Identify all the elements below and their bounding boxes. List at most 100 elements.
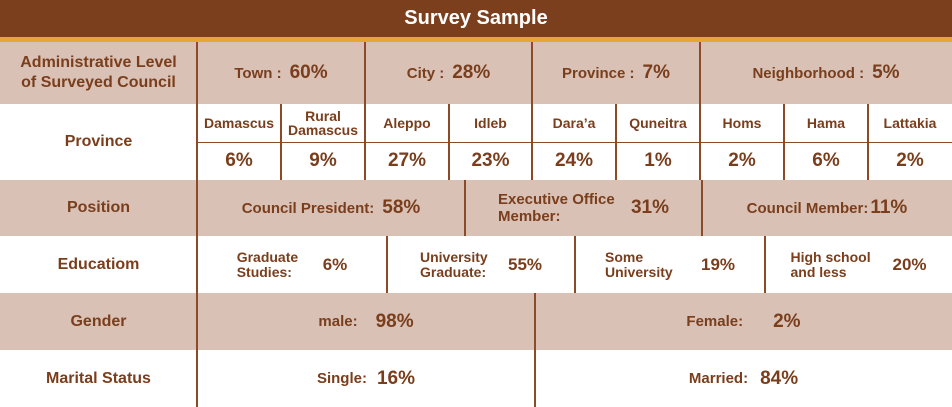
column-divider xyxy=(783,104,785,180)
province-lattakia-name: Lattakia xyxy=(883,115,937,131)
admin-neighborhood-label: Neighborhood : xyxy=(752,64,865,82)
position-council-president-pct: 58% xyxy=(382,197,421,218)
row-label-province: Province xyxy=(64,133,133,150)
province-daraa-pct: 24% xyxy=(554,150,594,171)
education-high-school-label: High school and less xyxy=(790,248,871,280)
province-idleb-name: Idleb xyxy=(474,115,507,131)
province-idleb-pct: 23% xyxy=(471,150,510,171)
row-label-marital-status: Marital Status xyxy=(46,369,151,387)
column-divider xyxy=(280,104,282,180)
column-divider xyxy=(448,104,450,180)
marital-married-label: Married: xyxy=(688,370,749,387)
column-divider xyxy=(574,236,576,293)
table-title: Survey Sample xyxy=(0,0,952,37)
province-quneitra-pct: 1% xyxy=(644,150,672,171)
position-council-member-label: Council Member: xyxy=(746,199,869,217)
gender-female-pct: 2% xyxy=(773,310,801,332)
education-some-university-pct: 19% xyxy=(700,254,736,274)
province-quneitra-name: Quneitra xyxy=(629,115,687,131)
province-hama: Hama 6% xyxy=(784,104,868,180)
gender-male-pct: 98% xyxy=(375,310,414,332)
province-damascus-name: Damascus xyxy=(203,115,275,131)
column-divider xyxy=(867,104,869,180)
row-label-education: Educatiom xyxy=(57,255,140,273)
column-divider xyxy=(615,104,617,180)
admin-neighborhood: Neighborhood : 5% xyxy=(700,42,952,104)
column-divider xyxy=(531,42,533,180)
admin-town-label: Town : xyxy=(234,64,282,82)
row-label-administrative-level: Administrative Level of Surveyed Council xyxy=(20,54,177,91)
marital-married: Married: 84% xyxy=(535,350,952,407)
position-executive-office-member-label: Executive Office Member: xyxy=(497,191,615,225)
province-daraa-name: Dara’a xyxy=(552,115,596,131)
education-high-school-pct: 20% xyxy=(892,254,927,274)
province-lattakia: Lattakia 2% xyxy=(868,104,952,180)
column-divider xyxy=(364,42,366,180)
marital-single-label: Single: xyxy=(316,370,367,387)
education-university-graduate-pct: 55% xyxy=(507,254,543,274)
education-high-school: High school and less 20% xyxy=(765,236,952,293)
education-some-university-label: Some University xyxy=(604,248,673,280)
column-divider xyxy=(764,236,766,293)
admin-neighborhood-pct: 5% xyxy=(872,62,900,83)
admin-town: Town : 60% xyxy=(197,42,365,104)
gender-female: Female: 2% xyxy=(535,293,952,350)
education-graduate-studies-label: Graduate Studies: xyxy=(236,248,299,280)
position-executive-office-member: Executive Office Member: 31% xyxy=(465,180,702,236)
education-university-graduate-label: University Graduate: xyxy=(419,248,488,280)
province-homs-name: Homs xyxy=(722,115,762,131)
column-divider xyxy=(699,42,701,180)
marital-single-pct: 16% xyxy=(376,367,416,389)
row-education: Educatiom Graduate Studies: 6% University… xyxy=(0,236,952,293)
province-rural-damascus-pct: 9% xyxy=(309,150,337,171)
row-label-gender: Gender xyxy=(70,312,127,330)
row-marital-status: Marital Status Single: 16% Married: 84% xyxy=(0,350,952,407)
position-council-member: Council Member: 11% xyxy=(702,180,952,236)
province-homs: Homs 2% xyxy=(700,104,784,180)
row-gender: Gender male: 98% Female: 2% xyxy=(0,293,952,350)
column-divider xyxy=(386,236,388,293)
province-aleppo: Aleppo 27% xyxy=(365,104,449,180)
province-idleb: Idleb 23% xyxy=(449,104,532,180)
education-graduate-studies-pct: 6% xyxy=(322,254,348,274)
position-council-member-pct: 11% xyxy=(870,197,908,218)
province-lattakia-pct: 2% xyxy=(896,150,924,171)
province-hama-name: Hama xyxy=(806,115,846,131)
position-council-president: Council President: 58% xyxy=(197,180,465,236)
position-executive-office-member-pct: 31% xyxy=(630,197,670,218)
column-divider xyxy=(701,180,703,236)
admin-town-pct: 60% xyxy=(289,62,328,83)
province-homs-pct: 2% xyxy=(728,150,756,171)
province-rural-damascus-name: Rural Damascus xyxy=(287,108,359,138)
education-graduate-studies: Graduate Studies: 6% xyxy=(197,236,387,293)
admin-city-pct: 28% xyxy=(452,62,491,83)
gender-female-label: Female: xyxy=(686,313,744,330)
row-province: Province Damascus 6% Rural Damascus 9% A… xyxy=(0,104,952,180)
province-daraa: Dara’a 24% xyxy=(532,104,616,180)
province-aleppo-pct: 27% xyxy=(387,150,427,171)
row-administrative-level: Administrative Level of Surveyed Council… xyxy=(0,42,952,104)
province-aleppo-name: Aleppo xyxy=(383,115,431,131)
education-university-graduate: University Graduate: 55% xyxy=(387,236,575,293)
marital-single: Single: 16% xyxy=(197,350,535,407)
column-divider xyxy=(196,42,198,407)
admin-province: Province : 7% xyxy=(532,42,700,104)
admin-city-label: City : xyxy=(406,64,445,82)
province-hama-pct: 6% xyxy=(812,150,840,171)
row-label-position: Position xyxy=(66,199,131,216)
column-divider xyxy=(534,293,536,407)
admin-province-pct: 7% xyxy=(642,62,670,83)
province-damascus: Damascus 6% xyxy=(197,104,281,180)
province-damascus-pct: 6% xyxy=(225,150,253,171)
title-underline xyxy=(0,37,952,42)
province-row-divider xyxy=(197,142,952,143)
position-council-president-label: Council President: xyxy=(241,199,375,217)
admin-city: City : 28% xyxy=(365,42,532,104)
marital-married-pct: 84% xyxy=(760,367,799,389)
admin-province-label: Province : xyxy=(562,64,635,82)
gender-male: male: 98% xyxy=(197,293,535,350)
row-position: Position Council President: 58% Executive… xyxy=(0,180,952,236)
gender-male-label: male: xyxy=(318,313,358,330)
column-divider xyxy=(464,180,466,236)
province-quneitra: Quneitra 1% xyxy=(616,104,700,180)
